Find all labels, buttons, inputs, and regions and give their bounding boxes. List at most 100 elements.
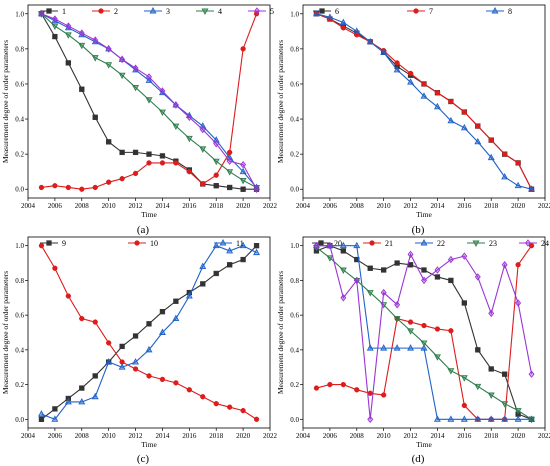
x-tick-label-b: 2006 [323,202,338,210]
data-point-c-10 [132,366,139,372]
legend-marker-b-8 [491,7,499,14]
x-tick-label-a: 2012 [129,202,144,210]
data-point-a-2 [213,172,219,178]
data-point-c-11 [226,246,234,254]
y-tick-label-d: 0.2 [290,381,299,389]
x-tick-label-d: 2008 [350,432,365,440]
data-point-d-22 [474,415,482,422]
legend-label-d-22: 22 [437,239,445,248]
x-tick-label-a: 2010 [102,202,117,210]
series-line-c-11 [41,245,257,420]
data-point-b-7 [502,151,508,157]
series-line-c-10 [40,245,257,420]
data-point-c-11 [118,363,126,370]
data-point-d-20 [354,256,360,263]
data-point-d-22 [353,241,361,249]
data-point-c-11 [51,415,59,422]
y-tick-label-a: 0.8 [15,45,24,53]
data-point-d-23 [474,383,482,391]
data-point-d-24 [421,276,427,285]
legend-label-d-24: 24 [541,239,549,248]
data-point-a-1 [119,149,125,156]
y-tick-label-c: 0.8 [15,277,24,285]
y-tick-label-d: 1.0 [290,242,299,250]
x-axis-label-b: Time [416,210,432,219]
legend-label-d-23: 23 [489,239,497,248]
data-point-d-23 [514,408,522,415]
x-tick-label-a: 2014 [155,202,170,210]
data-point-d-24 [326,241,333,250]
data-point-b-8 [366,37,374,45]
y-tick-label-a: 0.4 [15,116,24,124]
data-point-d-21 [354,387,360,393]
data-point-c-10 [253,416,260,422]
data-point-a-4 [118,72,126,80]
data-point-a-4 [132,85,140,92]
data-point-a-3 [199,122,207,129]
data-point-c-11 [64,398,72,405]
data-point-d-20 [407,262,414,268]
data-point-a-5 [132,64,139,72]
x-tick-label-c: 2018 [209,432,224,440]
data-point-c-11 [253,248,261,256]
y-axis-label-b: Measurement degree of order parameters [276,40,285,163]
data-point-d-20 [448,277,454,284]
data-point-d-22 [433,415,441,422]
data-point-b-8 [420,92,428,99]
data-point-a-3 [239,167,247,175]
data-point-a-5 [51,15,58,23]
x-tick-label-c: 2014 [155,432,170,440]
legend-label-c-11: 11 [236,239,244,248]
data-point-d-22 [420,344,428,351]
data-point-d-20 [475,347,481,353]
panel-a: 2004 2006 2008 2010 2012 2014 2016 2018 2020 2022… [1,4,278,219]
legend-marker-c-10 [134,240,140,246]
legend-label-b-8: 8 [508,7,512,16]
series-line-a-4 [41,13,257,188]
data-point-c-11 [105,358,113,365]
data-point-d-23 [339,267,347,274]
data-point-b-8 [501,172,509,180]
data-point-d-21 [421,322,427,329]
data-point-a-1 [240,186,246,192]
data-point-a-5 [172,101,179,109]
data-point-a-4 [91,55,99,62]
data-point-c-9 [146,321,152,327]
y-axis-label-c: Measurement degree of order parameters [1,271,10,394]
legend-marker-d-22 [420,239,428,246]
x-tick-label-a: 2016 [182,202,197,210]
data-point-c-9 [253,243,260,249]
data-point-d-20 [502,371,508,377]
legend-marker-d-20 [318,240,324,246]
data-point-d-22 [514,415,522,422]
data-point-d-20 [488,366,494,372]
data-point-a-2 [159,160,166,166]
data-point-c-10 [65,293,71,299]
data-point-c-9 [52,406,58,412]
data-point-b-8 [339,18,347,25]
data-point-d-22 [460,415,468,422]
legend-label-a-1: 1 [62,7,66,16]
y-tick-label-a: 0.0 [15,186,24,194]
data-point-d-24 [515,299,522,307]
data-point-d-23 [528,416,536,424]
data-point-a-1 [159,153,166,159]
data-point-a-5 [240,160,247,169]
x-tick-label-b: 2022 [538,202,550,210]
legend-marker-a-2 [98,8,104,14]
data-point-d-20 [340,248,346,254]
x-tick-label-a: 2004 [21,202,36,210]
series-line-b-7 [316,13,533,190]
x-tick-label-d: 2006 [323,432,338,440]
data-point-c-11 [37,410,45,417]
data-point-b-8 [353,27,361,34]
data-point-a-2 [106,179,112,185]
data-point-c-9 [200,281,206,287]
data-point-b-8 [528,185,536,192]
data-point-a-2 [186,169,192,175]
data-point-c-10 [79,315,85,322]
data-point-a-4 [199,146,207,153]
data-point-c-10 [92,319,98,325]
data-point-a-1 [227,184,233,191]
legend-marker-a-5 [254,7,260,15]
